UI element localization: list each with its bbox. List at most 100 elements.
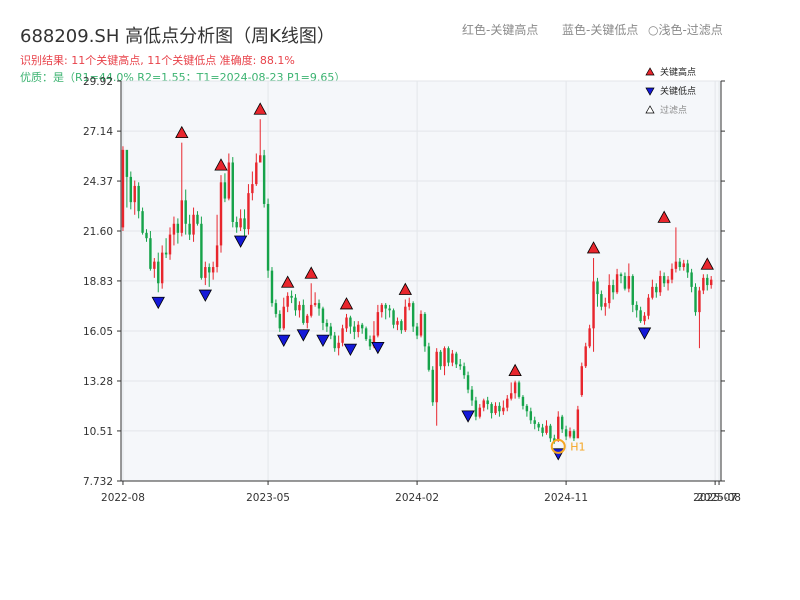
candle-body xyxy=(204,267,207,278)
candle-body xyxy=(129,176,133,203)
candle-body xyxy=(509,393,513,399)
candle-body xyxy=(627,276,631,289)
candle-body xyxy=(435,351,438,403)
legend-label-filtered: 过滤点 xyxy=(660,104,687,116)
candle-body xyxy=(337,342,340,349)
key-low-marker xyxy=(198,289,212,302)
candle-body xyxy=(227,162,231,199)
hint-red-high: 红色-关键高点 xyxy=(462,23,539,37)
candle-body xyxy=(333,335,336,349)
candle-body xyxy=(231,162,234,222)
candle-body xyxy=(525,405,529,412)
candle-body xyxy=(376,312,380,336)
candle-body xyxy=(533,420,536,424)
candle-body xyxy=(611,285,615,293)
candle-body xyxy=(494,405,497,414)
candle-body xyxy=(388,308,391,311)
candle-body xyxy=(251,184,254,194)
candle-body xyxy=(278,313,282,329)
candle-body xyxy=(329,326,333,336)
candle-body xyxy=(423,313,427,347)
candle-body xyxy=(513,382,517,394)
candle-body xyxy=(353,326,356,332)
key-high-marker xyxy=(700,257,714,270)
candle-body xyxy=(372,335,376,347)
x-tick-label: 2022-08 xyxy=(101,492,145,504)
key-high-marker xyxy=(398,282,412,295)
candle-body xyxy=(690,272,693,287)
key-low-marker xyxy=(316,334,330,347)
candle-body xyxy=(529,411,533,421)
h1-highlight-circle xyxy=(550,438,566,454)
candle-body xyxy=(549,425,552,439)
y-tick-label: 27.14 xyxy=(83,126,113,138)
x-tick-label: 2024-02 xyxy=(395,492,439,504)
candle-body xyxy=(415,326,419,336)
candle-body xyxy=(404,306,407,331)
candle-body xyxy=(592,281,595,329)
candle-body xyxy=(294,297,297,311)
candle-body xyxy=(125,149,129,177)
candle-body xyxy=(176,223,180,233)
candle-body xyxy=(541,427,544,433)
result-summary: 识别结果: 11个关键高点, 11个关键低点 准确度: 88.1% xyxy=(20,54,295,67)
key-low-marker xyxy=(151,296,165,310)
candle-body xyxy=(502,407,505,412)
y-tick-label: 29.92 xyxy=(83,76,113,88)
x-tick-label: 2023-05 xyxy=(246,492,290,504)
candle-body xyxy=(674,261,678,269)
key-high-marker xyxy=(214,158,228,171)
candle-body xyxy=(698,290,701,313)
candle-body xyxy=(349,317,352,327)
candle-body xyxy=(572,431,576,439)
candle-body xyxy=(419,313,423,336)
candle-body xyxy=(302,304,305,323)
candle-body xyxy=(357,324,360,332)
candle-body xyxy=(223,182,227,199)
candle-body xyxy=(153,261,156,269)
key-low-marker xyxy=(637,327,652,340)
candle-body xyxy=(290,295,293,298)
candle-body xyxy=(321,308,325,323)
h1-label: H1 xyxy=(570,440,585,453)
candle-body xyxy=(709,279,713,286)
candle-body xyxy=(662,276,666,284)
candle-body xyxy=(576,409,580,439)
legend-marker-filtered xyxy=(645,105,655,114)
candle-body xyxy=(282,306,285,329)
chart-title: 688209.SH 高低点分析图（周K线图） xyxy=(20,26,335,47)
candle-body xyxy=(459,364,462,367)
candle-body xyxy=(447,348,450,363)
candle-body xyxy=(219,182,223,246)
candle-body xyxy=(298,304,301,311)
candle-body xyxy=(243,218,246,230)
candle-body xyxy=(443,348,446,367)
key-high-marker xyxy=(304,266,318,279)
candle-body xyxy=(490,404,493,414)
candle-body xyxy=(145,232,148,239)
candle-body xyxy=(643,315,646,322)
candle-body xyxy=(211,267,215,273)
candle-body xyxy=(141,211,144,233)
candle-body xyxy=(149,238,152,269)
candle-body xyxy=(270,270,274,304)
legend-marker-low xyxy=(645,87,655,96)
candle-body xyxy=(580,366,583,396)
y-tick-label: 13.28 xyxy=(83,376,113,388)
candle-body xyxy=(600,294,603,307)
candle-body xyxy=(396,321,399,325)
candle-body xyxy=(309,304,313,316)
candle-body xyxy=(678,261,682,268)
y-tick-label: 7.732 xyxy=(83,476,113,488)
key-low-marker xyxy=(233,235,248,248)
key-high-marker xyxy=(253,102,267,115)
candle-body xyxy=(694,286,697,313)
candle-body xyxy=(615,274,619,293)
candle-body xyxy=(121,149,125,228)
candle-body xyxy=(368,339,372,347)
candle-body xyxy=(564,429,568,437)
candle-body xyxy=(262,155,266,204)
candle-body xyxy=(545,425,548,433)
candle-body xyxy=(482,400,485,408)
candle-body xyxy=(160,252,164,284)
